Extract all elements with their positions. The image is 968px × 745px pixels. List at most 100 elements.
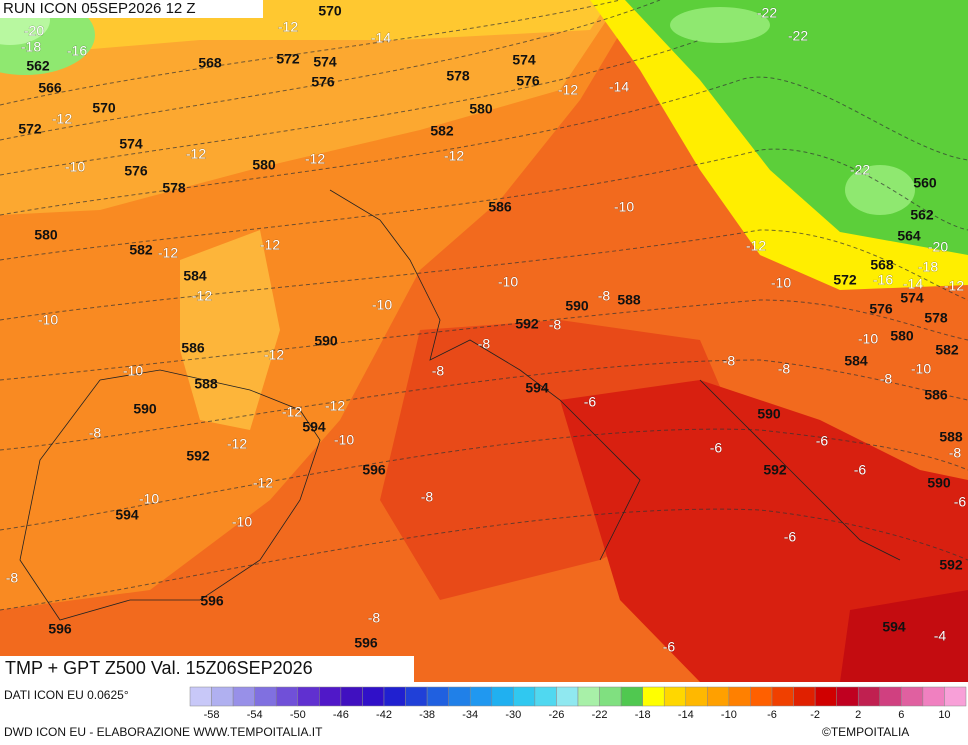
legend-tick-label: -30 xyxy=(505,709,521,721)
temperature-label: -8 xyxy=(549,317,562,333)
geopotential-label: 564 xyxy=(897,228,921,244)
temperature-label: -8 xyxy=(949,445,962,461)
temperature-label: -12 xyxy=(260,237,280,253)
temperature-label: -6 xyxy=(854,462,867,478)
legend-swatch xyxy=(211,686,234,707)
temperature-label: -6 xyxy=(784,529,797,545)
geopotential-label: 560 xyxy=(913,175,937,191)
temperature-label: -12 xyxy=(325,398,345,414)
temperature-label: -8 xyxy=(723,353,736,369)
temperature-label: -12 xyxy=(558,82,578,98)
geopotential-label: 594 xyxy=(302,419,326,435)
geopotential-label: 592 xyxy=(939,557,963,573)
geopotential-label: 588 xyxy=(617,292,641,308)
legend-swatch xyxy=(620,686,643,707)
temperature-label: -6 xyxy=(816,433,829,449)
geopotential-label: 594 xyxy=(115,507,139,523)
credit: DWD ICON EU - ELABORAZIONE WWW.TEMPOITAL… xyxy=(4,725,323,739)
temperature-label: -6 xyxy=(584,394,597,410)
geopotential-label: 584 xyxy=(844,353,868,369)
data-source: DATI ICON EU 0.0625° xyxy=(4,688,129,702)
legend-swatch xyxy=(944,686,967,707)
legend-swatch xyxy=(836,686,859,707)
legend-tick-label: -14 xyxy=(678,709,694,721)
geopotential-label: 578 xyxy=(162,180,186,196)
geopotential-label: 582 xyxy=(129,242,153,258)
temperature-label: -12 xyxy=(158,245,178,261)
legend-swatch xyxy=(426,686,449,707)
legend-swatch xyxy=(319,686,342,707)
temperature-label: -12 xyxy=(746,238,766,254)
legend-swatch xyxy=(663,686,687,707)
legend-swatch xyxy=(189,686,212,707)
temperature-label: -8 xyxy=(432,363,445,379)
map-labels: 570 568 572 574 576 562 566 570 572 574 576 578 580 5… xyxy=(5,3,967,656)
temperature-label: -16 xyxy=(873,272,893,288)
temperature-label: -10 xyxy=(139,491,159,507)
geopotential-label: 572 xyxy=(18,121,42,137)
geopotential-label: 592 xyxy=(763,462,787,478)
legend-swatch xyxy=(642,686,665,707)
legend-swatch xyxy=(750,686,773,707)
legend-swatch xyxy=(707,686,730,707)
legend-tick-label: 2 xyxy=(855,709,861,721)
temperature-label: -10 xyxy=(911,361,931,377)
legend-swatch xyxy=(814,686,837,707)
geopotential-label: 594 xyxy=(525,380,549,396)
legend-swatch xyxy=(405,686,428,707)
geopotential-label: 586 xyxy=(488,199,512,215)
legend-tick-label: -18 xyxy=(635,709,651,721)
temperature-label: -12 xyxy=(305,151,325,167)
geopotential-label: 590 xyxy=(565,298,589,314)
geopotential-label: 580 xyxy=(252,157,276,173)
geopotential-label: 576 xyxy=(869,301,893,317)
temperature-label: -12 xyxy=(52,111,72,127)
geopotential-label: 568 xyxy=(198,55,222,71)
temperature-label: -8 xyxy=(368,610,381,626)
geopotential-label: 590 xyxy=(133,401,157,417)
geopotential-label: 580 xyxy=(34,227,58,243)
legend-swatch xyxy=(340,686,363,707)
geopotential-label: 596 xyxy=(200,593,224,609)
legend-swatch xyxy=(491,686,514,707)
legend-swatch xyxy=(556,686,579,707)
legend-tick-label: -26 xyxy=(548,709,564,721)
geopotential-label: 578 xyxy=(924,310,948,326)
temperature-label: -12 xyxy=(282,404,302,420)
temperature-label: -12 xyxy=(192,288,212,304)
brand: ©TEMPOITALIA xyxy=(822,725,909,739)
temperature-label: -12 xyxy=(186,146,206,162)
temperature-label: -12 xyxy=(278,19,298,35)
temperature-label: -18 xyxy=(918,259,938,275)
temperature-label: -4 xyxy=(934,628,947,644)
temperature-label: -14 xyxy=(609,79,629,95)
geopotential-label: 574 xyxy=(512,52,536,68)
legend-swatch xyxy=(232,686,255,707)
temperature-label: -10 xyxy=(38,312,58,328)
geopotential-label: 576 xyxy=(311,74,335,90)
geopotential-label: 572 xyxy=(833,272,857,288)
temperature-label: -22 xyxy=(850,162,870,178)
legend-tick-label: -10 xyxy=(721,709,737,721)
temperature-label: -20 xyxy=(24,23,44,39)
temperature-label: -16 xyxy=(67,43,87,59)
legend-tick-label: -50 xyxy=(290,709,306,721)
geopotential-label: 588 xyxy=(194,376,218,392)
legend-swatch xyxy=(362,686,385,707)
legend-swatch xyxy=(254,686,277,707)
legend-tick-label: 10 xyxy=(938,709,950,721)
temperature-label: -6 xyxy=(663,639,676,655)
temperature-label: -10 xyxy=(65,159,85,175)
legend-swatch xyxy=(685,686,708,707)
legend-swatch xyxy=(448,686,471,707)
title-box xyxy=(0,656,414,682)
geopotential-label: 582 xyxy=(430,123,454,139)
geopotential-label: 596 xyxy=(48,621,72,637)
temperature-label: -14 xyxy=(903,276,923,292)
legend-swatch xyxy=(901,686,924,707)
legend-swatch xyxy=(534,686,557,707)
geopotential-label: 562 xyxy=(910,207,934,223)
temperature-label: -10 xyxy=(858,331,878,347)
